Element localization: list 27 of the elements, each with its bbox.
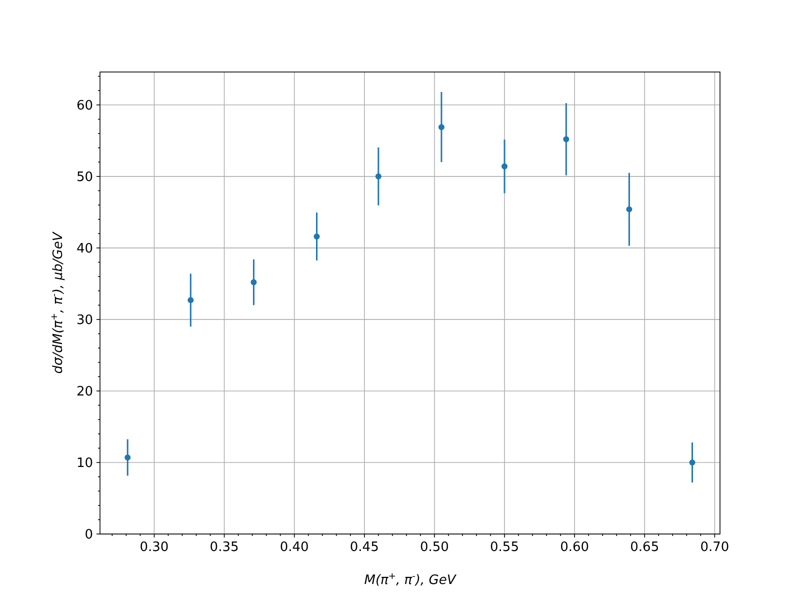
point — [188, 297, 194, 304]
x-tick-label: 0.55 — [490, 540, 519, 555]
point — [502, 163, 508, 170]
point — [438, 124, 444, 130]
point — [689, 459, 696, 466]
y-tick-label: 0 — [84, 528, 93, 542]
x-tick-label: 0.65 — [630, 540, 660, 555]
y-tick-label: 10 — [76, 456, 93, 471]
point — [626, 206, 632, 212]
y-tick-label: 40 — [76, 241, 93, 256]
x-tick-label: 0.35 — [210, 540, 239, 555]
point — [124, 454, 131, 460]
x-axis-title: M(π$^{+}$, π$^{-}$), GeV — [364, 572, 457, 588]
point — [563, 136, 570, 142]
point — [375, 173, 382, 180]
point — [250, 279, 257, 286]
x-tick-label: 0.40 — [280, 540, 309, 555]
x-tick-label: 0.60 — [560, 540, 590, 555]
x-tick-label: 0.45 — [350, 540, 379, 555]
x-tick-label: 0.30 — [140, 540, 169, 555]
y-tick-label: 60 — [76, 98, 93, 114]
x-tick-label: 0.50 — [420, 540, 449, 555]
point — [314, 233, 320, 240]
y-tick-label: 20 — [76, 384, 93, 400]
y-tick-label: 30 — [76, 312, 93, 328]
x-tick-label: 0.70 — [700, 540, 730, 555]
y-tick-label: 50 — [76, 170, 93, 185]
